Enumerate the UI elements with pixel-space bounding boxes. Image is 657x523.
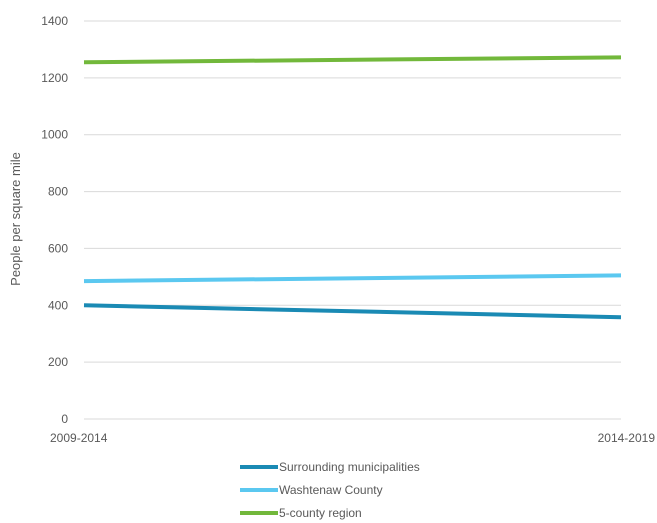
- series-line-0: [83, 303, 622, 320]
- y-tick-label: 0: [61, 412, 68, 426]
- y-tick-label: 1000: [41, 128, 68, 142]
- legend-label: Washtenaw County: [279, 483, 383, 497]
- y-tick-label: 600: [48, 241, 68, 255]
- x-tick-label: 2009-2014: [50, 431, 108, 445]
- x-axis-tick-labels: 2009-2014 2014-2019: [50, 431, 655, 445]
- y-tick-label: 1200: [41, 71, 68, 85]
- y-tick-label: 400: [48, 298, 68, 312]
- legend-label: Surrounding municipalities: [279, 460, 420, 474]
- legend: Surrounding municipalities Washtenaw Coun…: [240, 460, 420, 520]
- y-tick-label: 800: [48, 185, 68, 199]
- data-series: [83, 55, 622, 320]
- series-line-1: [83, 273, 622, 284]
- y-axis-tick-labels: 0 200 400 600 800 1000 1200 1400: [41, 14, 68, 426]
- y-tick-label: 1400: [41, 14, 68, 28]
- series-line-2: [83, 55, 622, 65]
- y-tick-label: 200: [48, 355, 68, 369]
- x-tick-label: 2014-2019: [598, 431, 656, 445]
- y-axis-label: People per square mile: [8, 152, 23, 286]
- gridlines: [84, 20, 621, 420]
- legend-label: 5-county region: [279, 506, 362, 520]
